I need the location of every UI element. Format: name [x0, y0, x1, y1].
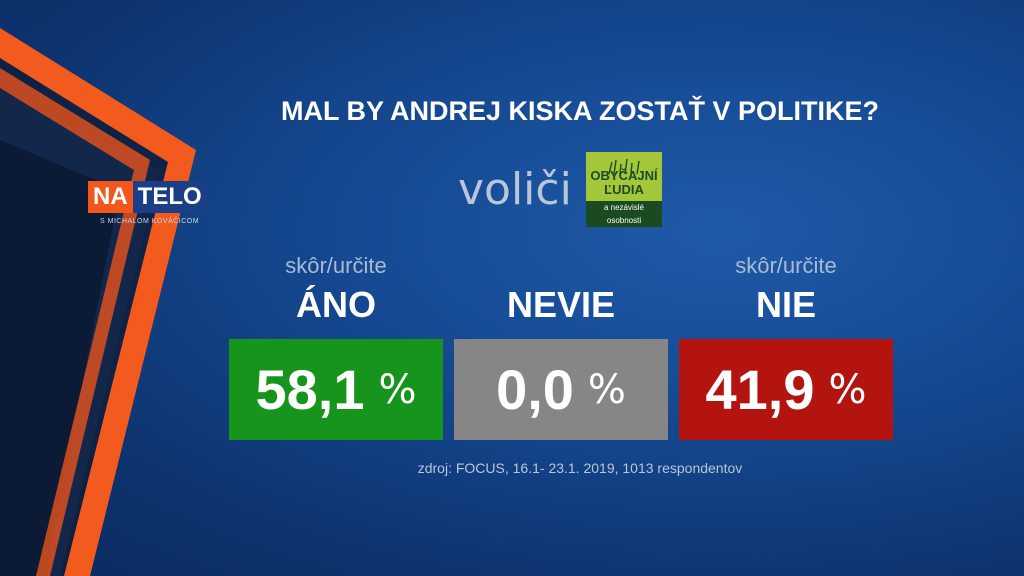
dontknow-unit: % [587, 366, 626, 413]
no-value: 41,9 [705, 358, 815, 421]
natelo-logo: NA TELO [88, 181, 207, 213]
dontknow-value: 0,0 [496, 358, 574, 421]
yes-subtitle: skôr/určite [285, 253, 387, 278]
logo-telo: TELO [132, 181, 207, 213]
yes-value: 58,1 [255, 358, 365, 421]
dontknow-result-box: 0,0 % [454, 339, 668, 440]
dontknow-label: NEVIE [506, 284, 616, 325]
poll-question: MAL BY ANDREJ KISKA ZOSTAŤ V POLITIKE? [280, 96, 880, 126]
no-subtitle: skôr/určite [735, 253, 837, 278]
people-sketch-icon [608, 158, 640, 175]
logo-na: NA [88, 181, 133, 213]
logo-subtitle: S MICHALOM KOVÁČICOM [100, 218, 200, 225]
no-unit: % [828, 366, 867, 413]
no-result-box: 41,9 % [679, 339, 893, 440]
party-name: OBYČAJNÍ ĽUDIA [590, 168, 658, 197]
decorative-stripes [0, 28, 196, 576]
voters-label: voliči [458, 164, 572, 215]
yes-result-box: 58,1 % [229, 339, 443, 440]
party-tagline: a nezávislé osobnosti [586, 201, 662, 227]
yes-label: ÁNO [296, 284, 376, 325]
no-label: NIE [755, 284, 816, 325]
party-logo: OBYČAJNÍ ĽUDIA a nezávislé osobnosti [586, 152, 662, 227]
source-note: zdroj: FOCUS, 16.1- 23.1. 2019, 1013 res… [417, 460, 743, 476]
yes-unit: % [378, 366, 417, 413]
